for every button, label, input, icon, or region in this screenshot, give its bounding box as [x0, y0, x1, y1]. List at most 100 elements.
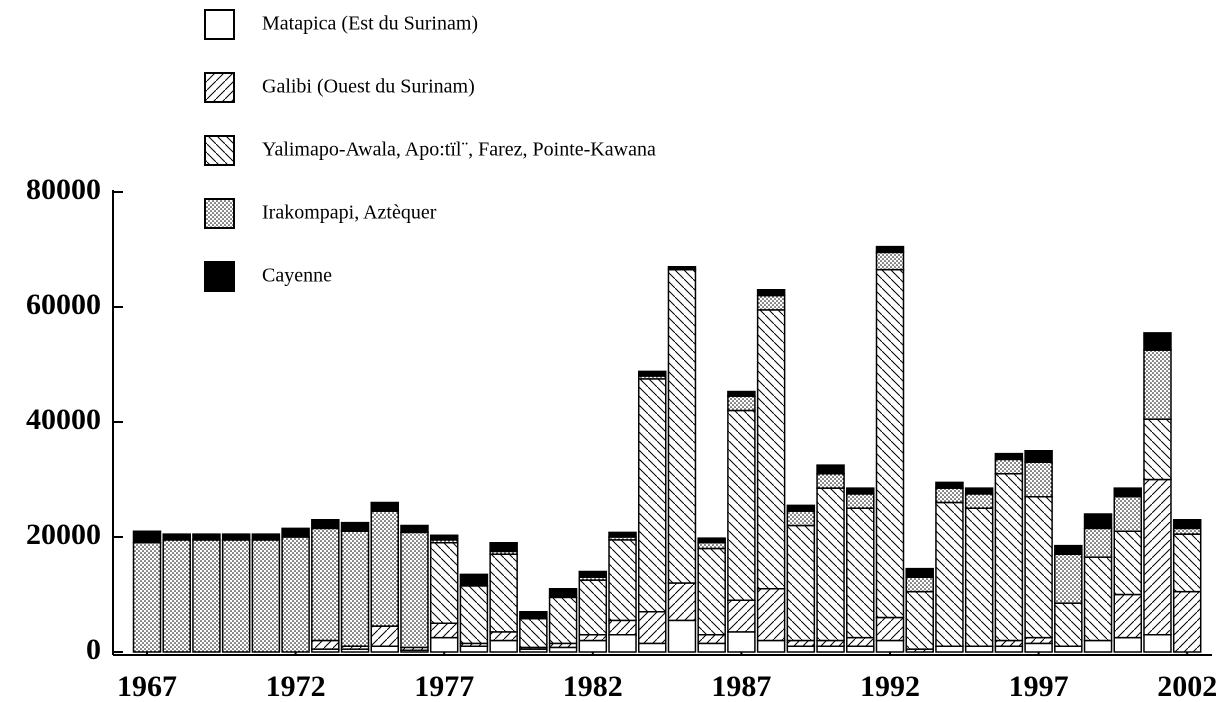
bar-segment [370, 625, 400, 647]
bar-segment [370, 501, 400, 512]
bar-segment [251, 539, 281, 653]
bar-segment [370, 645, 400, 653]
bar-segment [697, 537, 726, 544]
bar-segment [608, 634, 637, 653]
bar-segment [697, 542, 726, 550]
bar-segment [519, 617, 548, 649]
bar-segment [1024, 461, 1053, 498]
bar-segment [846, 645, 875, 653]
bar-segment [1083, 556, 1113, 642]
bar-segment [816, 473, 845, 489]
bar-segment [697, 547, 726, 636]
bar-segment [994, 645, 1024, 653]
bar-segment [608, 539, 637, 622]
bar-segment [846, 487, 875, 495]
bar-segment [964, 645, 994, 653]
legend-swatch [204, 9, 235, 40]
bar-segment [1083, 639, 1113, 653]
bar-segment [667, 266, 697, 271]
bar-segment [221, 539, 251, 653]
bar-segment [340, 530, 370, 647]
bar-segment [786, 639, 816, 647]
bar-segment [221, 533, 251, 541]
bar-segment [905, 590, 934, 650]
legend-swatch [204, 261, 235, 292]
bar-segment [1143, 478, 1172, 636]
bar-segment [1143, 418, 1172, 481]
bar-segment [935, 481, 964, 489]
bar-segment [578, 570, 608, 578]
bar-segment [816, 464, 845, 475]
bar-segment [816, 645, 845, 653]
x-tick-label: 1972 [266, 670, 326, 702]
bar-segment [786, 524, 816, 642]
bar-segment [786, 504, 816, 512]
bar-segment [1024, 496, 1053, 639]
bar-segment [935, 487, 964, 504]
bar-segment [994, 458, 1024, 475]
bar-segment [608, 531, 637, 538]
bar-segment [875, 251, 905, 271]
bar-segment [489, 553, 518, 633]
bar-segment [1143, 349, 1172, 420]
bar-segment [578, 639, 608, 653]
bar-segment [1172, 533, 1202, 593]
x-tick-label: 2002 [1157, 670, 1217, 702]
bar-segment [637, 642, 667, 653]
bar-segment [727, 599, 756, 633]
bar-segment [756, 588, 786, 642]
bar-segment [311, 527, 340, 642]
bar-segment [964, 487, 994, 495]
bar-segment [667, 619, 697, 653]
bar-segment [756, 289, 786, 297]
bar-segment [578, 634, 608, 642]
bar-segment [429, 542, 459, 624]
bar-segment [905, 567, 934, 578]
bar-segment [1083, 527, 1113, 558]
bar-segment [489, 639, 518, 653]
bar-segment [489, 631, 518, 642]
bar-segment [816, 487, 845, 642]
bar-segment [578, 579, 608, 636]
bar-segment [1113, 487, 1143, 498]
legend-swatch [204, 72, 235, 103]
x-tick-label: 1992 [860, 670, 920, 702]
bar-segment [340, 521, 370, 532]
bar-segment [994, 452, 1024, 461]
bar-segment [875, 268, 905, 619]
bar-segment [489, 542, 518, 553]
bar-segment [875, 639, 905, 653]
bar-segment [1172, 527, 1202, 535]
legend-label: Cayenne [262, 265, 332, 287]
bar-segment [429, 636, 459, 653]
bar-segment [459, 585, 489, 645]
bar-segment [994, 639, 1024, 647]
bar-segment [786, 645, 816, 653]
bar-segment [727, 631, 756, 653]
bar-segment [756, 294, 786, 311]
bar-segment [935, 645, 964, 653]
bar-segment [1054, 602, 1083, 647]
bar-segment [548, 596, 578, 645]
bar-segment [637, 370, 667, 377]
bar-segment [667, 268, 697, 584]
bar-segment [786, 510, 816, 527]
bar-segment [1113, 593, 1143, 639]
legend-label: Galibi (Ouest du Surinam) [262, 76, 475, 98]
bar-segment [994, 473, 1024, 642]
bar-segment [935, 501, 964, 647]
bar-segment [519, 611, 548, 620]
x-tick-label: 1982 [563, 670, 623, 702]
bar-segment [132, 530, 162, 544]
legend-label: Irakompapi, Aztèquer [262, 202, 437, 224]
bar-segment [1172, 590, 1202, 653]
bar-segment [1024, 642, 1053, 653]
bar-segment [1024, 450, 1053, 463]
bar-segment [311, 639, 340, 650]
bar-segment [608, 619, 637, 636]
bar-segment [727, 395, 756, 412]
bar-segment [192, 533, 221, 541]
x-tick-label: 1997 [1009, 670, 1069, 702]
bar-segment [311, 519, 340, 530]
